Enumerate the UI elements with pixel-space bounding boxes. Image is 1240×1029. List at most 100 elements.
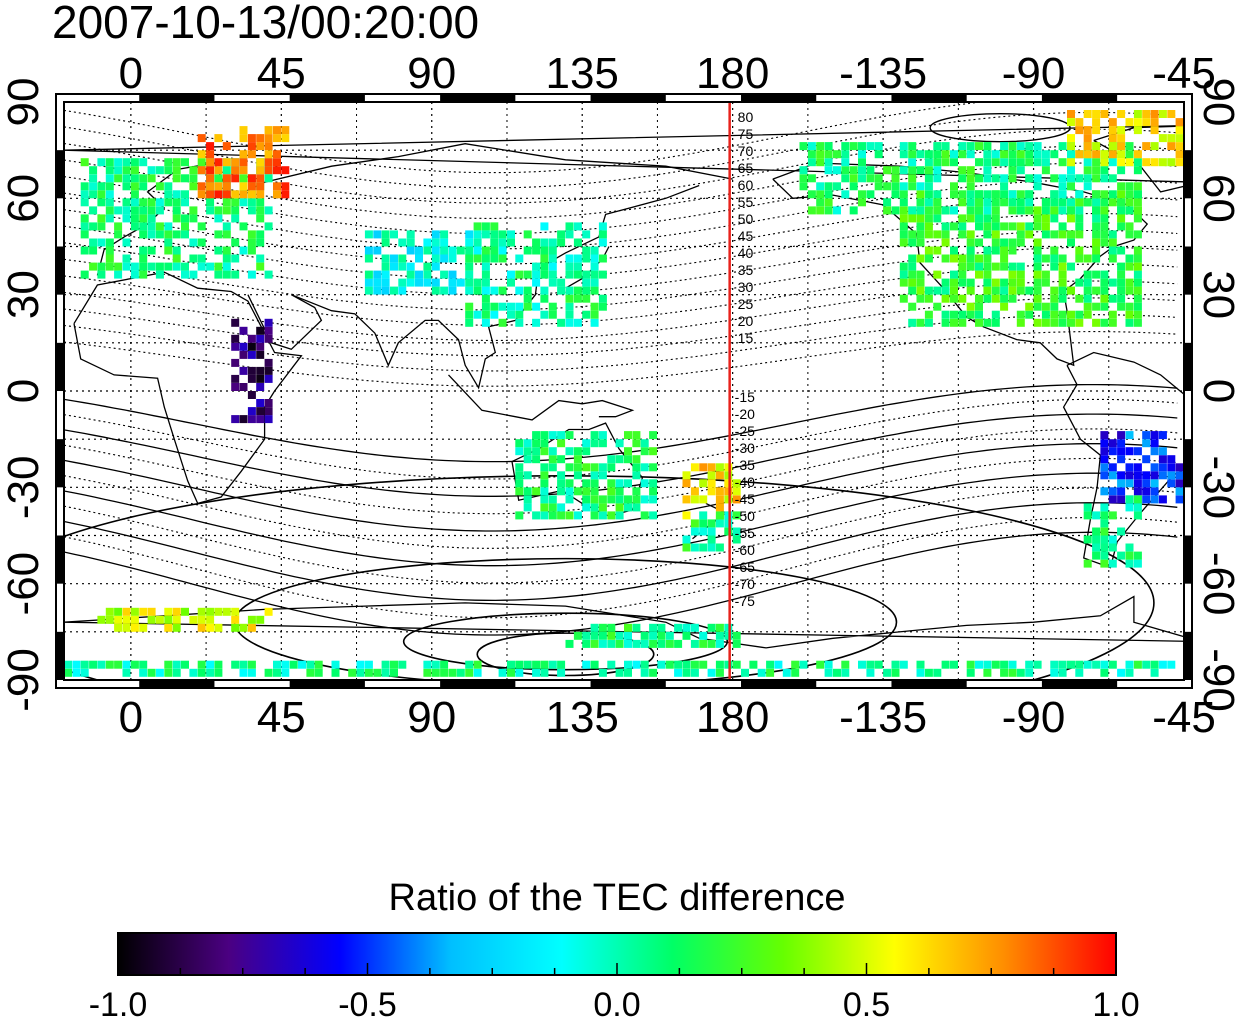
tec-cell (941, 660, 950, 669)
frame-bar-bottom (590, 680, 666, 688)
tec-cell (966, 174, 975, 183)
tec-cell (682, 660, 691, 669)
tec-cell (573, 455, 582, 464)
tec-cell (1050, 198, 1059, 207)
tec-cell (1133, 246, 1142, 255)
tec-cell (1092, 254, 1101, 263)
tec-cell (624, 455, 632, 464)
tec-cell (1133, 198, 1142, 207)
tec-cell (1100, 158, 1109, 167)
tec-cell (1184, 142, 1192, 150)
tec-cell (991, 246, 1000, 255)
tec-cell (991, 174, 1000, 183)
tec-cell (97, 615, 106, 624)
tec-cell (824, 182, 833, 191)
tec-cell (899, 222, 908, 231)
tec-cell (1209, 142, 1217, 150)
tec-cell (481, 286, 490, 295)
tec-cell (941, 150, 950, 159)
y-tick-label-left: 90 (0, 78, 48, 127)
tec-cell (1125, 142, 1134, 151)
tec-cell (966, 254, 975, 263)
tec-cell (197, 623, 206, 632)
tec-cell (624, 639, 632, 648)
tec-cell (966, 310, 975, 319)
tec-cell (1083, 294, 1092, 303)
tec-cell (615, 631, 624, 640)
tec-cell (264, 366, 273, 375)
tec-cell (640, 495, 649, 504)
tec-cell (908, 254, 917, 263)
tec-cell (373, 278, 382, 287)
tec-cell (139, 214, 148, 223)
tec-cell (1058, 254, 1067, 263)
tec-cell (264, 134, 273, 143)
tec-cell (1108, 310, 1117, 319)
tec-cell (699, 631, 708, 640)
tec-cell (465, 668, 474, 677)
tec-cell (231, 615, 240, 624)
tec-cell (431, 660, 440, 669)
tec-cell (941, 286, 950, 295)
tec-cell (1175, 158, 1184, 167)
tec-cell (557, 278, 566, 287)
tec-cell (1175, 134, 1184, 143)
x-tick-label-top: 0 (119, 49, 143, 98)
tec-cell (933, 230, 942, 239)
tec-cell (598, 511, 607, 520)
tec-cell (1133, 158, 1142, 167)
tec-cell (1133, 166, 1142, 175)
tec-cell (1075, 668, 1084, 677)
tec-cell (975, 254, 983, 263)
tec-cell (883, 206, 892, 215)
tec-cell (281, 668, 290, 677)
tec-cell (247, 142, 256, 151)
tec-cell (172, 198, 181, 207)
tec-cell (632, 639, 641, 648)
tec-cell (214, 190, 223, 199)
tec-cell (941, 310, 950, 319)
tec-cell (782, 668, 791, 677)
tec-cell (590, 318, 599, 327)
tec-cell (431, 262, 440, 271)
tec-cell (715, 660, 724, 669)
tec-cell (1100, 190, 1109, 199)
tec-cell (624, 447, 632, 456)
frame-bar-right (1184, 535, 1192, 584)
tec-cell (682, 495, 691, 504)
tec-cell (197, 134, 206, 143)
tec-cell (1100, 431, 1109, 440)
tec-cell (532, 246, 541, 255)
tec-cell (615, 487, 624, 496)
tec-cell (1067, 206, 1075, 215)
tec-cell (975, 214, 983, 223)
contour-label: -40 (735, 474, 755, 490)
tec-cell (1075, 150, 1084, 159)
tec-cell (264, 206, 273, 215)
tec-cell (105, 262, 114, 271)
tec-cell (924, 214, 933, 223)
tec-cell (89, 222, 98, 231)
x-tick-labels-top: 0 45 90 135 180 -135 -90 -45 (119, 49, 1216, 98)
tec-cell (139, 270, 148, 279)
x-tick-label-bottom: -45 (1152, 693, 1216, 742)
tec-cell (1175, 487, 1184, 496)
tec-cell (1058, 182, 1067, 191)
tec-cell (1025, 198, 1034, 207)
tec-cell (481, 222, 490, 231)
tec-cell (632, 471, 641, 480)
tec-cell (155, 270, 164, 279)
tec-cell (1075, 660, 1084, 669)
tec-cell (1108, 134, 1117, 143)
tec-cell (682, 535, 691, 544)
tec-cell (690, 639, 699, 648)
tec-cell (824, 150, 833, 159)
tec-cell (632, 463, 641, 472)
tec-cell (1092, 206, 1101, 215)
tec-cell (1008, 174, 1017, 183)
tec-cell (206, 166, 215, 175)
contour-label: -50 (735, 508, 755, 524)
tec-cell (189, 206, 198, 215)
tec-cell (933, 206, 942, 215)
tec-cell (1117, 447, 1126, 456)
